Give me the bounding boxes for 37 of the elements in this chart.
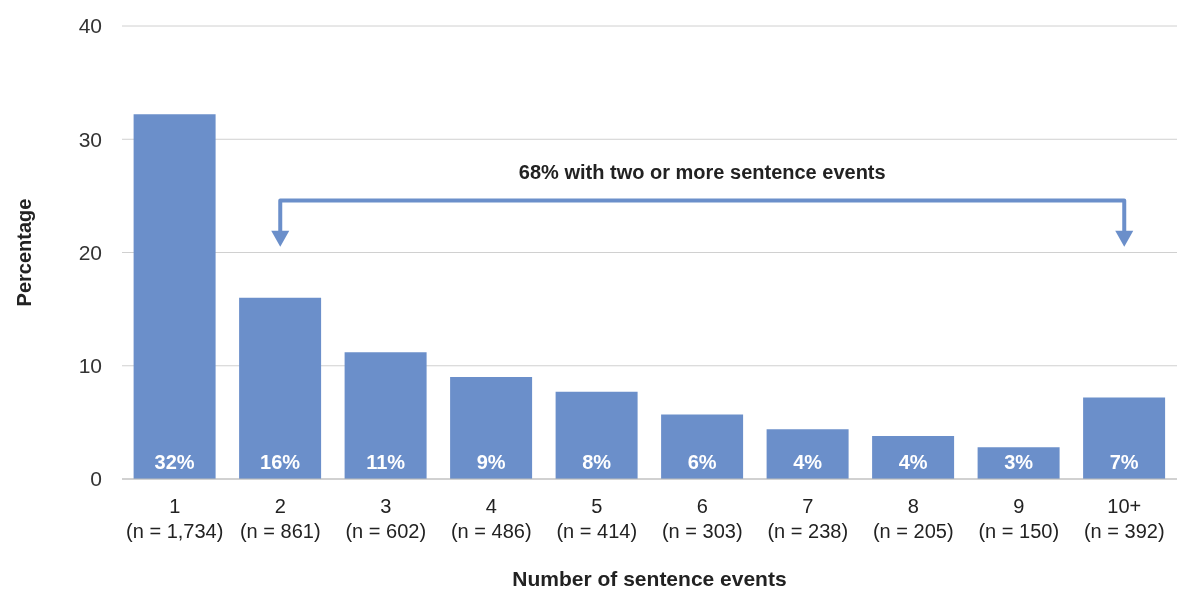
x-tick-label: 9 (n = 150) xyxy=(978,495,1060,542)
bar xyxy=(766,429,849,479)
data-label: 4% xyxy=(898,451,928,473)
data-label: 32% xyxy=(154,451,195,473)
annotation: 68% with two or more sentence events xyxy=(518,160,886,183)
y-tick-label: 20 xyxy=(78,240,102,264)
bar xyxy=(1083,397,1166,479)
y-tick-label: 0 xyxy=(90,467,102,491)
data-label: 4% xyxy=(793,451,823,473)
x-tick-label: 6 (n = 303) xyxy=(661,495,743,542)
bar xyxy=(133,114,216,479)
y-tick-label: 40 xyxy=(78,14,102,38)
x-tick-label: 2 (n = 861) xyxy=(239,495,321,542)
data-label: 9% xyxy=(476,451,506,473)
bar xyxy=(661,414,744,479)
x-tick-label: 8 (n = 205) xyxy=(872,495,954,542)
x-axis-title: Number of sentence events xyxy=(512,567,787,590)
x-tick-label: 7 (n = 238) xyxy=(767,495,849,542)
bar xyxy=(555,391,638,479)
bar xyxy=(450,377,533,479)
data-label: 8% xyxy=(582,451,612,473)
data-label: 7% xyxy=(1109,451,1139,473)
x-tick-label: 5 (n = 414) xyxy=(556,495,638,542)
x-tick-label: 4 (n = 486) xyxy=(450,495,532,542)
bar xyxy=(239,297,322,479)
data-label: 6% xyxy=(687,451,717,473)
x-tick-label: 3 (n = 602) xyxy=(345,495,427,542)
y-axis-title: Percentage xyxy=(13,198,36,307)
bar xyxy=(344,352,427,479)
data-label: 11% xyxy=(366,451,406,473)
x-tick-label: 1 (n = 1,734) xyxy=(126,495,224,542)
y-tick-label: 10 xyxy=(78,354,102,378)
data-label: 3% xyxy=(1004,451,1034,473)
x-tick-label: 10+ (n = 392) xyxy=(1083,495,1165,542)
data-label: 16% xyxy=(260,451,301,473)
y-tick-label: 30 xyxy=(78,127,102,151)
bar xyxy=(872,435,955,479)
